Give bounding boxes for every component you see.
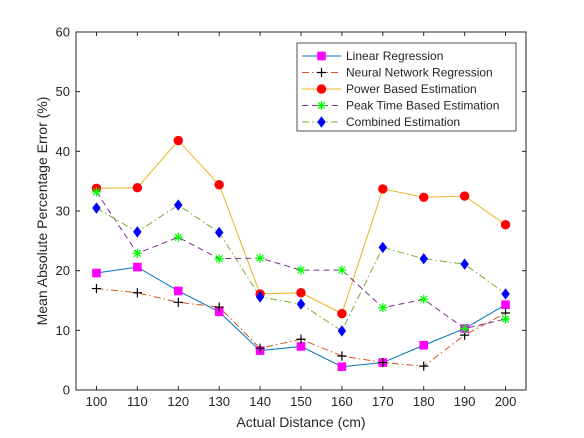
- data-point: [500, 220, 511, 230]
- data-point: [214, 302, 224, 312]
- data-point: [133, 226, 142, 238]
- legend-label: Linear Regression: [346, 49, 443, 63]
- legend: Linear Regression Neural Network Regressi…: [296, 42, 517, 132]
- y-tick-label: 60: [56, 25, 70, 40]
- y-tick-label: 10: [56, 323, 70, 338]
- data-point: [337, 351, 347, 361]
- data-point: [337, 325, 347, 337]
- data-point: [337, 265, 347, 275]
- data-point: [132, 248, 142, 258]
- data-point: [255, 253, 265, 263]
- data-point: [296, 288, 306, 298]
- data-point: [255, 343, 265, 353]
- data-point: [91, 283, 102, 294]
- data-point: [500, 314, 511, 324]
- data-point: [174, 199, 183, 211]
- x-tick-label: 180: [413, 394, 435, 409]
- data-point: [378, 184, 388, 194]
- data-point: [173, 286, 183, 296]
- series-line: [96, 191, 506, 330]
- legend-marker: [317, 116, 326, 128]
- data-point: [419, 294, 429, 304]
- data-point: [419, 192, 429, 202]
- y-tick-label: 40: [56, 144, 70, 159]
- data-point: [419, 361, 429, 371]
- data-point: [296, 298, 306, 310]
- x-tick-label: 100: [86, 394, 108, 409]
- x-tick-label: 170: [372, 394, 394, 409]
- data-point: [132, 183, 143, 193]
- y-tick-label: 50: [56, 84, 70, 99]
- data-point: [214, 180, 224, 190]
- data-point: [378, 303, 388, 313]
- data-point: [419, 340, 429, 350]
- series-0: [92, 262, 510, 372]
- y-tick-label: 20: [56, 263, 70, 278]
- x-tick-label: 130: [208, 394, 230, 409]
- y-tick-label: 30: [56, 204, 70, 219]
- data-point: [419, 253, 428, 265]
- data-point: [501, 288, 510, 300]
- series-1: [91, 283, 511, 371]
- data-point: [132, 288, 142, 298]
- data-point: [92, 202, 101, 214]
- legend-label: Combined Estimation: [346, 115, 460, 129]
- legend-label: Neural Network Regression: [346, 66, 493, 80]
- series-layer: [91, 135, 511, 372]
- series-2: [91, 135, 511, 319]
- data-point: [378, 357, 388, 368]
- x-axis-label: Actual Distance (cm): [236, 414, 365, 430]
- data-point: [460, 323, 470, 334]
- legend-marker: [317, 51, 326, 61]
- x-tick-label: 120: [167, 394, 189, 409]
- data-point: [173, 135, 183, 146]
- x-tick-label: 150: [290, 394, 312, 409]
- legend-label: Peak Time Based Estimation: [346, 99, 499, 113]
- x-tick-label: 160: [331, 394, 353, 409]
- data-point: [296, 334, 306, 344]
- legend-box: [296, 42, 517, 132]
- data-point: [460, 258, 469, 270]
- data-point: [214, 254, 224, 264]
- y-tick-label: 0: [63, 383, 70, 398]
- data-point: [501, 300, 510, 309]
- legend-marker: [316, 67, 327, 78]
- data-point: [296, 265, 306, 275]
- data-point: [173, 297, 183, 307]
- data-point: [91, 187, 102, 197]
- x-tick-label: 190: [454, 394, 476, 409]
- data-point: [92, 268, 101, 278]
- data-point: [459, 191, 470, 201]
- x-tick-label: 140: [249, 394, 271, 409]
- data-point: [214, 226, 224, 239]
- x-axis: 100 110 120 130 140 150 160 170 180 190 200: [86, 32, 517, 409]
- data-point: [173, 232, 183, 242]
- data-point: [255, 291, 265, 303]
- x-tick-label: 200: [495, 394, 517, 409]
- series-3: [91, 187, 511, 334]
- x-tick-label: 110: [127, 394, 148, 409]
- data-point: [133, 262, 142, 272]
- series-4: [92, 199, 510, 337]
- legend-marker: [316, 84, 327, 94]
- y-axis: 0 10 20 30 40 50 60: [56, 25, 526, 398]
- legend-marker: [316, 100, 327, 111]
- data-point: [337, 362, 347, 372]
- data-point: [378, 241, 388, 254]
- y-axis-label: Mean Absolute Percentage Error (%): [34, 97, 50, 326]
- legend-label: Power Based Estimation: [346, 82, 477, 96]
- data-point: [337, 308, 347, 319]
